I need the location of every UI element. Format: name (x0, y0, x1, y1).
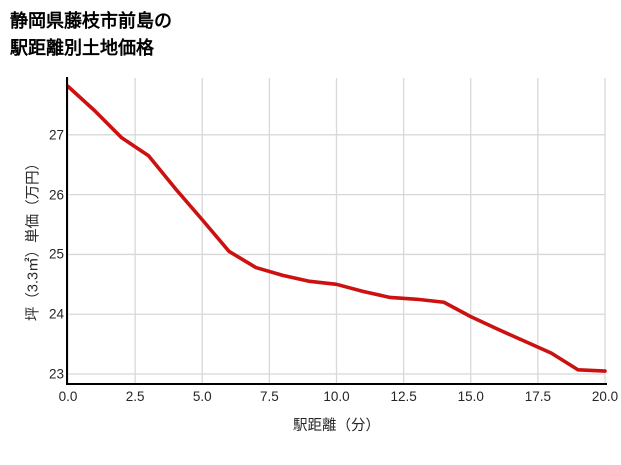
y-tick-label: 25 (48, 246, 64, 262)
chart-title: 静岡県藤枝市前島の 駅距離別土地価格 (10, 11, 172, 58)
x-axis-spine (66, 383, 607, 386)
x-tick-label: 5.0 (192, 389, 212, 404)
x-tick-label: 20.0 (591, 389, 619, 404)
plot-area (66, 78, 607, 383)
x-tick-label: 15.0 (457, 389, 484, 404)
y-tick-label: 26 (48, 187, 64, 203)
y-tick-label: 27 (48, 127, 64, 143)
data-line-layer (66, 84, 607, 373)
x-tick-label: 2.5 (125, 389, 145, 404)
x-axis-title: 駅距離（分） (293, 418, 380, 434)
y-axis-spine (66, 77, 69, 385)
y-axis-title: 坪（3.3㎡）単価（万円） (25, 155, 42, 322)
x-tick-label: 12.5 (390, 389, 417, 404)
x-tick-label: 17.5 (524, 389, 552, 404)
y-tick-label: 24 (48, 306, 64, 322)
x-tick-label: 0.0 (58, 389, 78, 404)
x-tick-label: 7.5 (259, 389, 279, 404)
y-tick-labels: 23 24 25 26 27 (16, 0, 64, 465)
price-line (66, 84, 607, 373)
gridlines (67, 78, 606, 383)
y-tick-label: 23 (48, 366, 64, 382)
x-tick-label: 10.0 (323, 389, 350, 404)
